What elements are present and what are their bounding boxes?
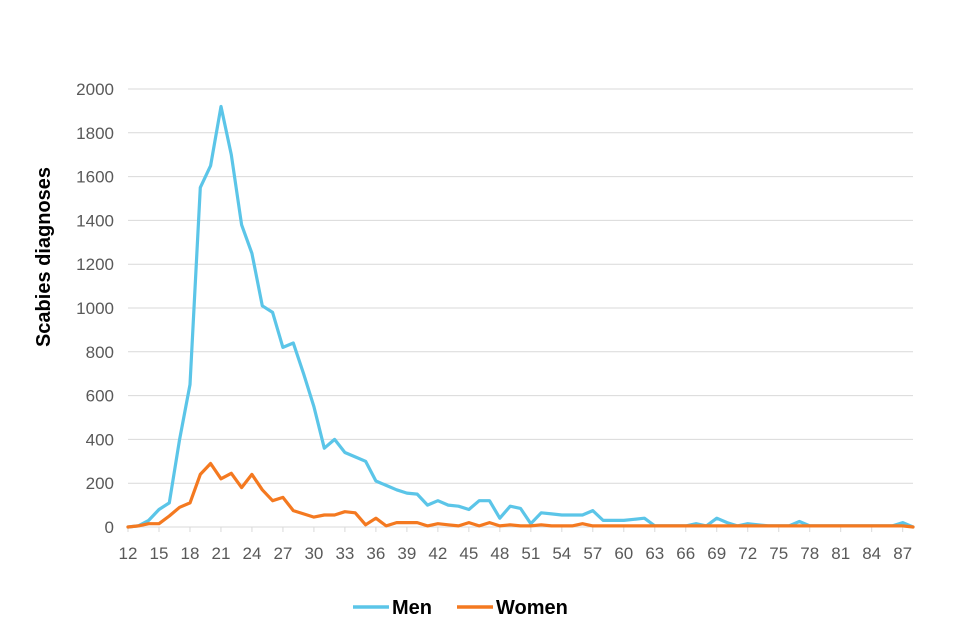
x-tick-label: 18 — [181, 544, 200, 563]
x-tick-label: 54 — [552, 544, 571, 563]
y-tick-label: 1200 — [76, 255, 114, 274]
x-tick-label: 81 — [831, 544, 850, 563]
legend-label-men: Men — [392, 597, 432, 619]
x-tick-label: 30 — [304, 544, 323, 563]
x-tick-label: 78 — [800, 544, 819, 563]
x-tick-label: 39 — [397, 544, 416, 563]
x-tick-label: 33 — [335, 544, 354, 563]
x-tick-label: 24 — [242, 544, 261, 563]
y-tick-label: 800 — [86, 343, 114, 362]
y-tick-label: 1800 — [76, 124, 114, 143]
x-tick-label: 87 — [893, 544, 912, 563]
series-lines — [126, 104, 915, 529]
x-tick-label: 12 — [119, 544, 138, 563]
x-tick-label: 42 — [428, 544, 447, 563]
y-tick-label: 200 — [86, 474, 114, 493]
y-tick-label: 1400 — [76, 211, 114, 230]
x-tick-label: 36 — [366, 544, 385, 563]
x-tick-label: 66 — [676, 544, 695, 563]
x-tick-label: 51 — [521, 544, 540, 563]
y-tick-label: 0 — [105, 518, 114, 537]
x-tick-label: 72 — [738, 544, 757, 563]
x-axis: 12 15 18 21 24 27 30 33 36 39 42 45 48 51 54 57 60 63 66 69… — [119, 527, 912, 563]
series-line-men — [126, 104, 915, 529]
x-tick-label: 84 — [862, 544, 881, 563]
x-tick-label: 69 — [707, 544, 726, 563]
y-tick-label: 1000 — [76, 299, 114, 318]
series-line-women — [126, 461, 915, 529]
x-tick-label: 60 — [614, 544, 633, 563]
y-axis-title: Scabies diagnoses — [33, 167, 55, 347]
x-tick-label: 15 — [150, 544, 169, 563]
x-tick-label: 48 — [490, 544, 509, 563]
y-axis: 0 200 400 600 800 1000 1200 1400 1600 1800 2000 — [76, 80, 114, 537]
x-tick-label: 63 — [645, 544, 664, 563]
legend: Men Women — [353, 597, 568, 619]
legend-label-women: Women — [496, 597, 568, 619]
gridlines — [128, 88, 913, 528]
y-tick-label: 1600 — [76, 168, 114, 187]
x-tick-label: 21 — [211, 544, 230, 563]
x-tick-label: 57 — [583, 544, 602, 563]
x-tick-label: 45 — [459, 544, 478, 563]
y-tick-label: 2000 — [76, 80, 114, 99]
y-tick-label: 400 — [86, 430, 114, 449]
y-tick-label: 600 — [86, 387, 114, 406]
x-tick-label: 75 — [769, 544, 788, 563]
x-tick-label: 27 — [273, 544, 292, 563]
